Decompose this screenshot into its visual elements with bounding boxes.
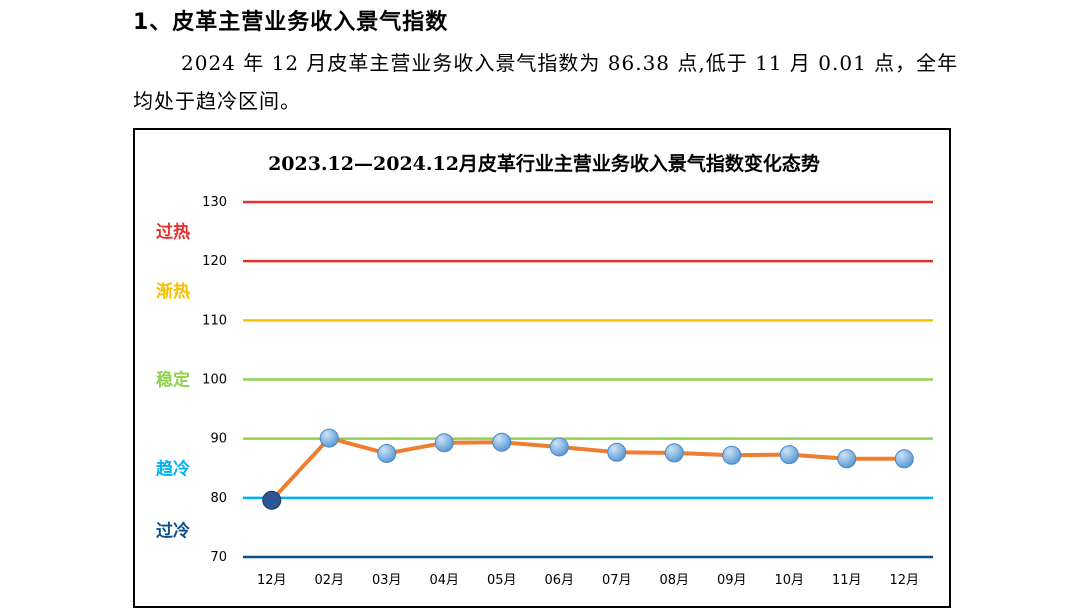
zone-label-warming: 渐热 [156, 281, 190, 302]
section-heading: 1、皮革主营业务收入景气指数 [133, 10, 449, 35]
data-point [837, 449, 857, 469]
x-tick-label: 05月 [487, 573, 517, 588]
zone-label-overcool: 过冷 [156, 520, 190, 541]
x-tick-label: 11月 [832, 573, 862, 588]
x-tick-label: 08月 [659, 573, 689, 588]
y-tick-label: 80 [210, 491, 227, 506]
threshold-lines [243, 200, 933, 559]
data-point [434, 433, 454, 453]
chart-container: 2023.12—2024.12月皮革行业主营业务收入景气指数变化态势 70 80 9… [133, 128, 951, 608]
x-tick-label: 10月 [774, 573, 804, 588]
series-group [262, 428, 914, 510]
line-chart: 2023.12—2024.12月皮革行业主营业务收入景气指数变化态势 70 80 9… [156, 152, 933, 588]
data-point [894, 449, 914, 469]
x-tick-label: 02月 [314, 573, 344, 588]
data-point [319, 428, 339, 448]
zone-label-cooling: 趋冷 [156, 458, 190, 479]
y-tick-label: 120 [202, 254, 227, 269]
zone-label-overheat: 过热 [156, 222, 190, 243]
x-tick-label: 06月 [544, 573, 574, 588]
zone-label-stable: 稳定 [156, 370, 190, 391]
summary-text: 2024 年 12 月皮革主营业务收入景气指数为 86.38 点,低于 11 月… [133, 51, 959, 113]
x-tick-label: 04月 [429, 573, 459, 588]
x-tick-label: 09月 [717, 573, 747, 588]
data-point [262, 490, 282, 510]
summary-paragraph: 2024 年 12 月皮革主营业务收入景气指数为 86.38 点,低于 11 月… [133, 44, 963, 120]
data-point [377, 443, 397, 463]
data-point [779, 445, 799, 465]
y-tick-label: 90 [210, 432, 227, 447]
y-axis-ticks: 70 80 90 100 110 120 130 [202, 195, 227, 565]
data-point [722, 445, 742, 465]
x-tick-label: 12月 [889, 573, 919, 588]
y-tick-label: 130 [202, 195, 227, 210]
series-line [270, 436, 905, 502]
data-point [607, 442, 627, 462]
x-tick-label: 03月 [372, 573, 402, 588]
data-point [664, 443, 684, 463]
y-tick-label: 70 [210, 550, 227, 565]
data-point [549, 437, 569, 457]
chart-title: 2023.12—2024.12月皮革行业主营业务收入景气指数变化态势 [268, 152, 820, 175]
y-tick-label: 110 [202, 313, 227, 328]
x-axis-ticks: 12月 02月 03月 04月 05月 06月 07月 08月 09月 10月 11月 12月 [257, 573, 919, 588]
x-tick-label: 12月 [257, 573, 287, 588]
data-point [492, 432, 512, 452]
y-tick-label: 100 [202, 373, 227, 388]
x-tick-label: 07月 [602, 573, 632, 588]
